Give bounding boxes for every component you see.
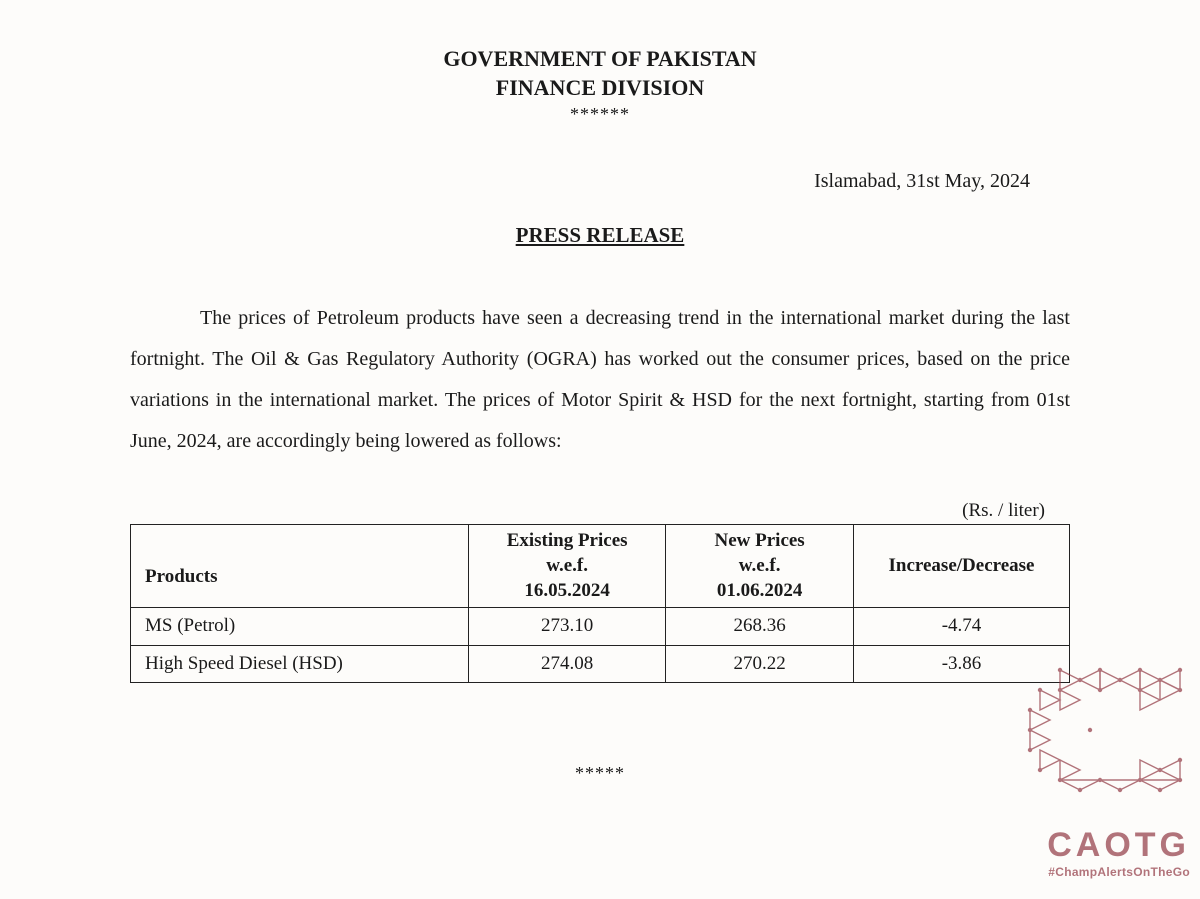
- cell-new: 270.22: [666, 645, 854, 683]
- date-line: Islamabad, 31st May, 2024: [130, 170, 1070, 193]
- org-header: GOVERNMENT OF PAKISTAN FINANCE DIVISION: [130, 45, 1070, 102]
- press-release-title: PRESS RELEASE: [130, 223, 1070, 248]
- header-line-1: GOVERNMENT OF PAKISTAN: [130, 45, 1070, 74]
- col-header-change: Increase/Decrease: [854, 525, 1070, 608]
- col-header-products: Products: [131, 525, 469, 608]
- watermark-tagline: #ChampAlertsOnTheGo: [1000, 865, 1190, 879]
- cell-change: -3.86: [854, 645, 1070, 683]
- end-stars: *****: [130, 763, 1070, 784]
- cell-product: MS (Petrol): [131, 608, 469, 646]
- cell-change: -4.74: [854, 608, 1070, 646]
- cell-new: 268.36: [666, 608, 854, 646]
- header-line-2: FINANCE DIVISION: [130, 74, 1070, 103]
- header-stars: ******: [130, 104, 1070, 125]
- unit-label: (Rs. / liter): [130, 500, 1070, 522]
- cell-product: High Speed Diesel (HSD): [131, 645, 469, 683]
- watermark-text: CAOTG: [1000, 826, 1190, 865]
- cell-existing: 274.08: [469, 645, 666, 683]
- table-header-row: Products Existing Pricesw.e.f.16.05.2024…: [131, 525, 1070, 608]
- document-page: GOVERNMENT OF PAKISTAN FINANCE DIVISION …: [0, 0, 1200, 784]
- price-table: Products Existing Pricesw.e.f.16.05.2024…: [130, 524, 1070, 683]
- table-row: MS (Petrol) 273.10 268.36 -4.74: [131, 608, 1070, 646]
- col-header-existing: Existing Pricesw.e.f.16.05.2024: [469, 525, 666, 608]
- body-paragraph: The prices of Petroleum products have se…: [130, 298, 1070, 462]
- col-header-new: New Pricesw.e.f.01.06.2024: [666, 525, 854, 608]
- table-row: High Speed Diesel (HSD) 274.08 270.22 -3…: [131, 645, 1070, 683]
- cell-existing: 273.10: [469, 608, 666, 646]
